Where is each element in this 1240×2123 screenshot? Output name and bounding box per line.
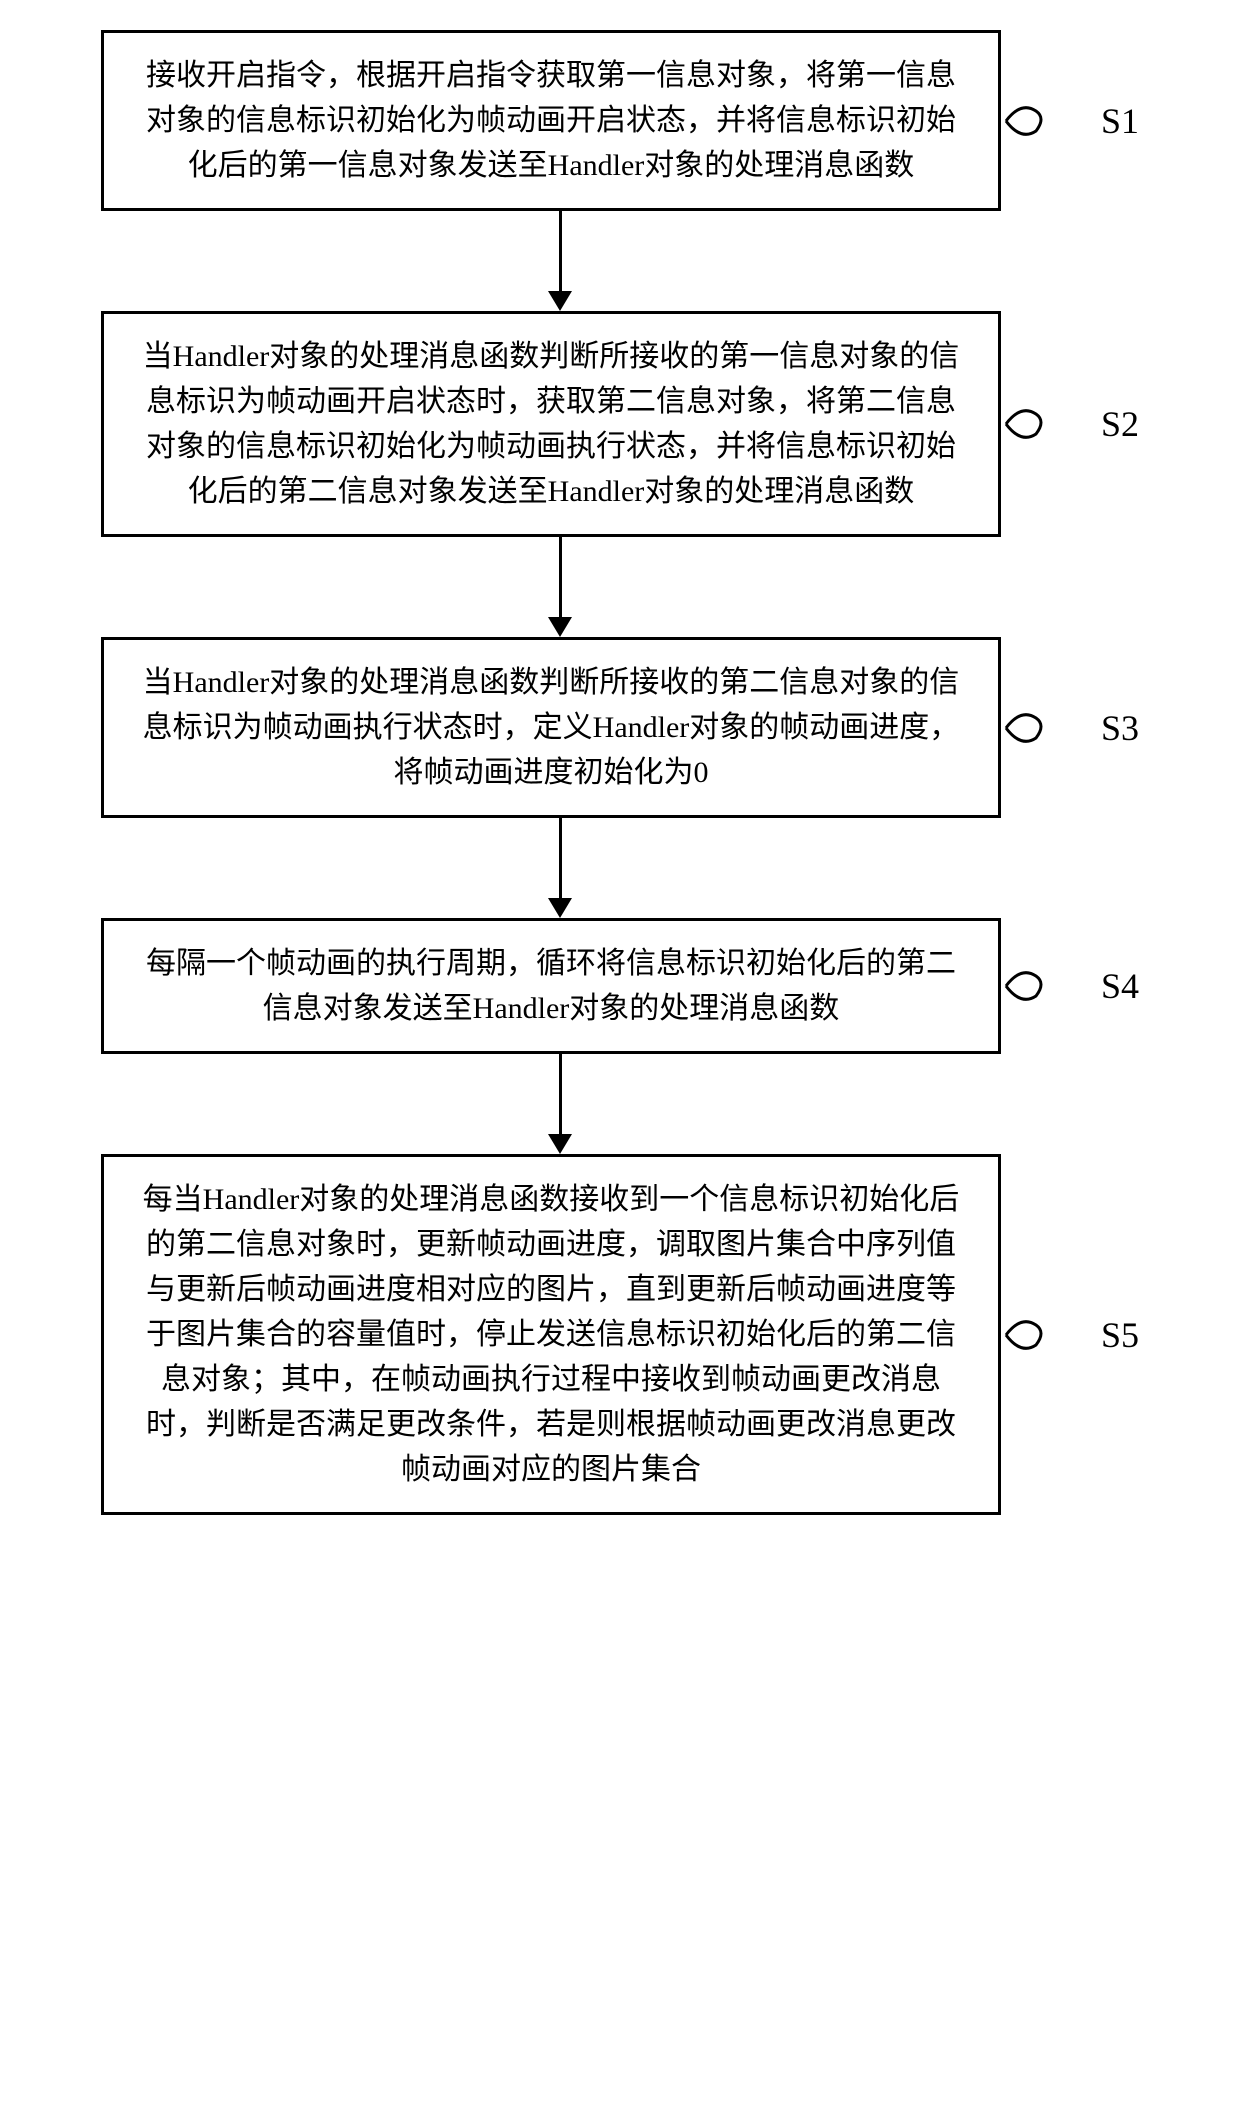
step-box-5: 每当Handler对象的处理消息函数接收到一个信息标识初始化后的第二信息对象时，… bbox=[101, 1154, 1001, 1515]
step-label-3: S3 bbox=[1101, 707, 1139, 749]
curve-icon bbox=[1001, 1305, 1051, 1365]
arrow-head-icon bbox=[548, 1134, 572, 1154]
label-connector-2: S2 bbox=[1001, 394, 1139, 454]
step-row-3: 当Handler对象的处理消息函数判断所接收的第二信息对象的信息标识为帧动画执行… bbox=[30, 637, 1210, 818]
step-text-1: 接收开启指令，根据开启指令获取第一信息对象，将第一信息对象的信息标识初始化为帧动… bbox=[146, 59, 956, 182]
step-label-2: S2 bbox=[1101, 403, 1139, 445]
step-box-4: 每隔一个帧动画的执行周期，循环将信息标识初始化后的第二信息对象发送至Handle… bbox=[101, 918, 1001, 1054]
step-box-2: 当Handler对象的处理消息函数判断所接收的第一信息对象的信息标识为帧动画开启… bbox=[101, 311, 1001, 537]
flowchart-container: 接收开启指令，根据开启指令获取第一信息对象，将第一信息对象的信息标识初始化为帧动… bbox=[30, 30, 1210, 1515]
arrow-1 bbox=[548, 211, 572, 311]
step-label-4: S4 bbox=[1101, 965, 1139, 1007]
label-connector-4: S4 bbox=[1001, 956, 1139, 1016]
arrow-head-icon bbox=[548, 617, 572, 637]
arrow-line bbox=[559, 1054, 562, 1134]
curve-icon bbox=[1001, 91, 1051, 151]
arrow-2 bbox=[548, 537, 572, 637]
step-text-2: 当Handler对象的处理消息函数判断所接收的第一信息对象的信息标识为帧动画开启… bbox=[143, 340, 960, 508]
step-label-5: S5 bbox=[1101, 1314, 1139, 1356]
arrow-line bbox=[559, 818, 562, 898]
arrow-head-icon bbox=[548, 291, 572, 311]
step-label-1: S1 bbox=[1101, 100, 1139, 142]
step-box-1: 接收开启指令，根据开启指令获取第一信息对象，将第一信息对象的信息标识初始化为帧动… bbox=[101, 30, 1001, 211]
label-connector-3: S3 bbox=[1001, 698, 1139, 758]
step-text-4: 每隔一个帧动画的执行周期，循环将信息标识初始化后的第二信息对象发送至Handle… bbox=[146, 947, 956, 1025]
step-row-5: 每当Handler对象的处理消息函数接收到一个信息标识初始化后的第二信息对象时，… bbox=[30, 1154, 1210, 1515]
curve-icon bbox=[1001, 394, 1051, 454]
arrow-line bbox=[559, 537, 562, 617]
step-row-4: 每隔一个帧动画的执行周期，循环将信息标识初始化后的第二信息对象发送至Handle… bbox=[30, 918, 1210, 1054]
step-text-3: 当Handler对象的处理消息函数判断所接收的第二信息对象的信息标识为帧动画执行… bbox=[143, 666, 960, 789]
label-connector-5: S5 bbox=[1001, 1305, 1139, 1365]
arrow-4 bbox=[548, 1054, 572, 1154]
arrow-line bbox=[559, 211, 562, 291]
step-text-5: 每当Handler对象的处理消息函数接收到一个信息标识初始化后的第二信息对象时，… bbox=[143, 1183, 960, 1486]
arrow-head-icon bbox=[548, 898, 572, 918]
step-box-3: 当Handler对象的处理消息函数判断所接收的第二信息对象的信息标识为帧动画执行… bbox=[101, 637, 1001, 818]
arrow-3 bbox=[548, 818, 572, 918]
curve-icon bbox=[1001, 698, 1051, 758]
curve-icon bbox=[1001, 956, 1051, 1016]
step-row-2: 当Handler对象的处理消息函数判断所接收的第一信息对象的信息标识为帧动画开启… bbox=[30, 311, 1210, 537]
step-row-1: 接收开启指令，根据开启指令获取第一信息对象，将第一信息对象的信息标识初始化为帧动… bbox=[30, 30, 1210, 211]
label-connector-1: S1 bbox=[1001, 91, 1139, 151]
